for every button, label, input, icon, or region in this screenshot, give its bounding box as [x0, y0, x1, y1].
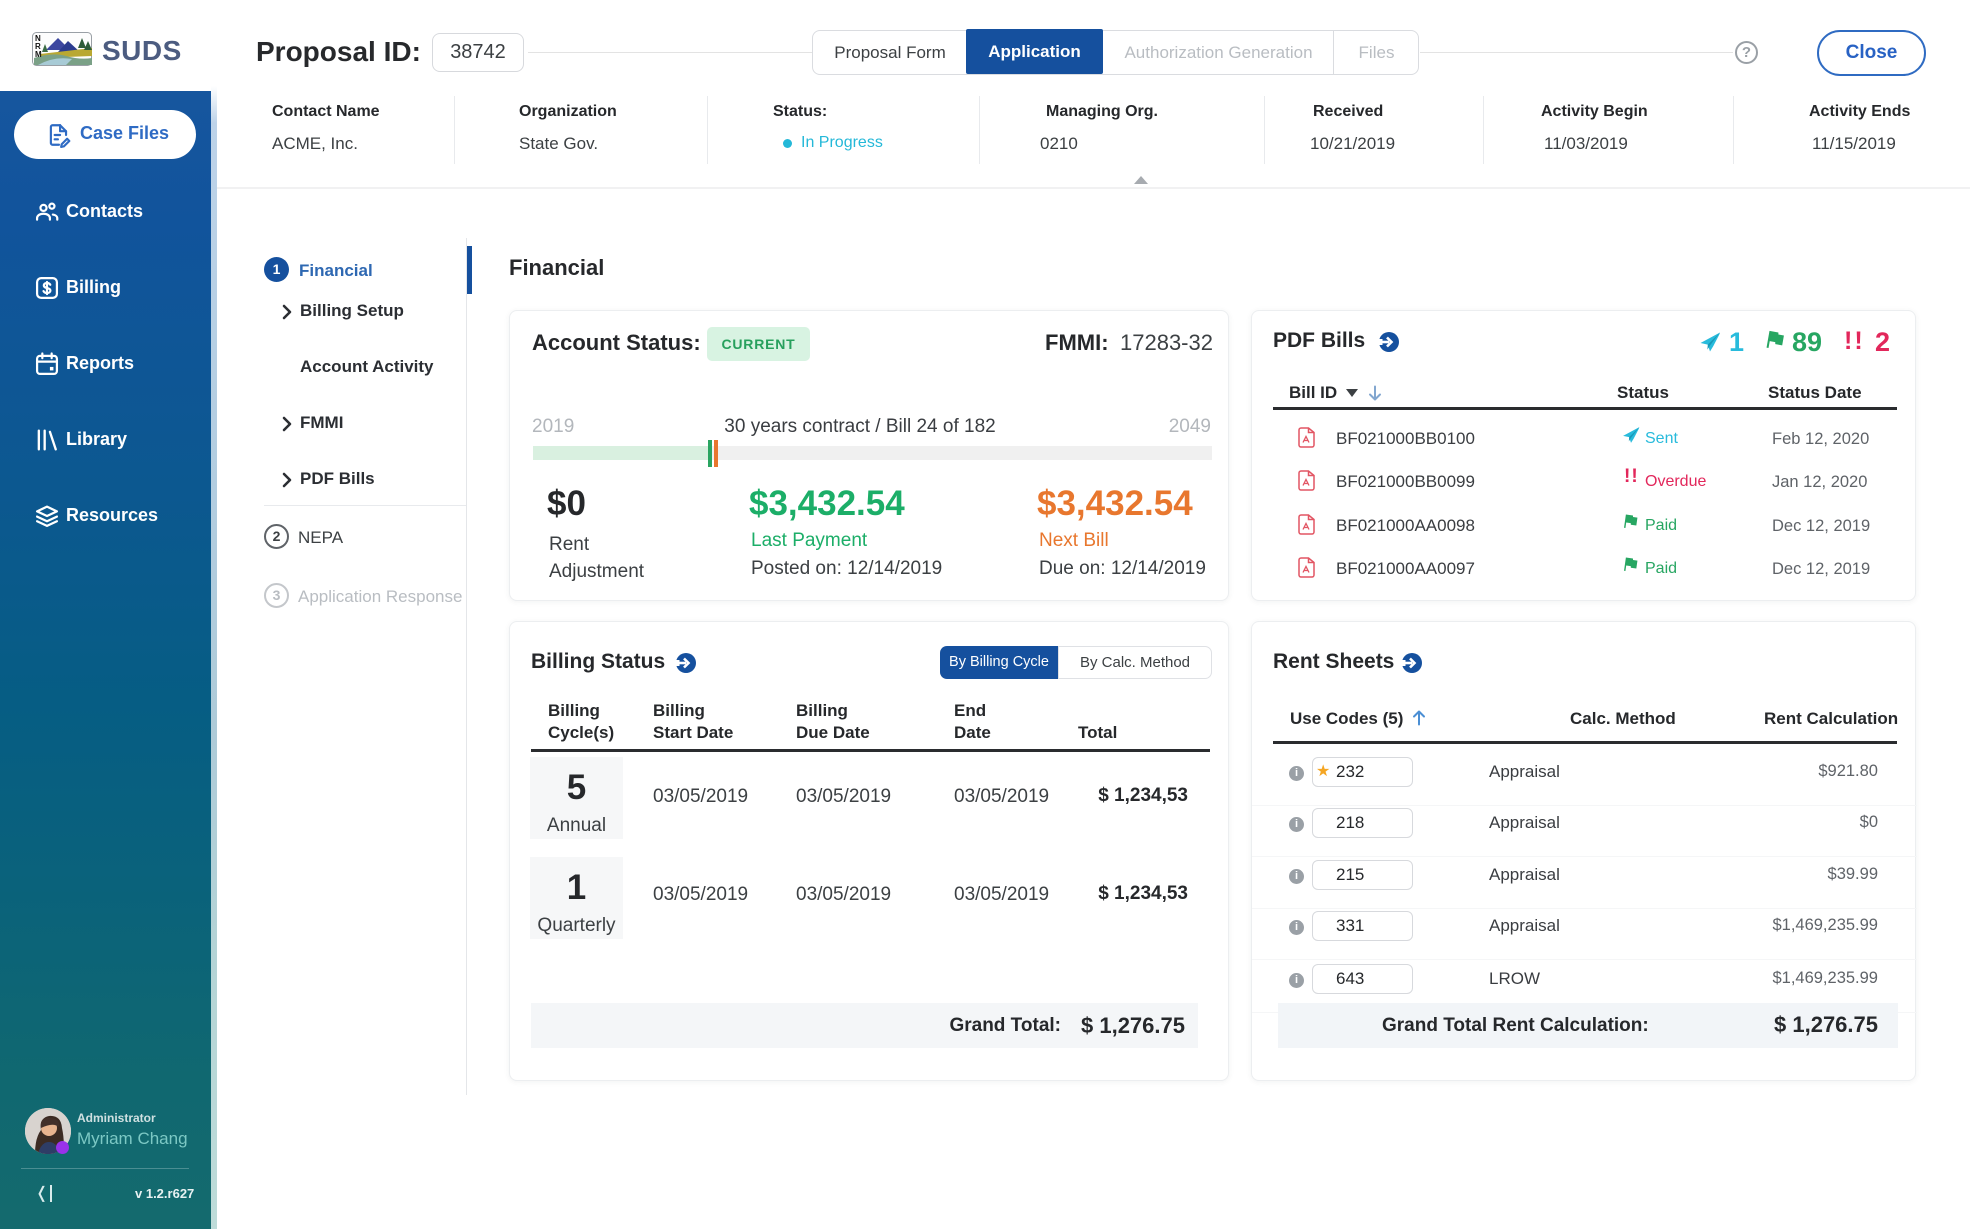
svg-text:N: N [35, 34, 41, 43]
svg-text:R: R [35, 42, 41, 51]
svg-text:M: M [35, 50, 42, 59]
